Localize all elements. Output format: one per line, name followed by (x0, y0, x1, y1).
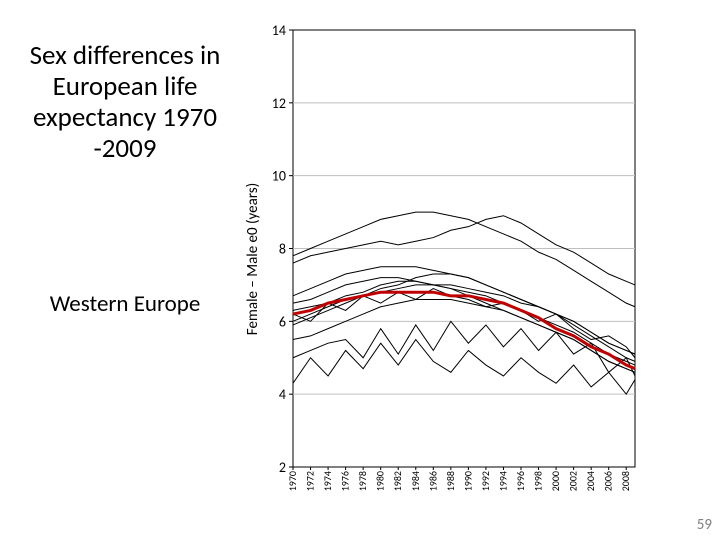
slide: Sex differences in European life expecta… (0, 0, 720, 540)
svg-text:14: 14 (272, 25, 286, 39)
svg-text:2004: 2004 (584, 471, 597, 491)
svg-text:1974: 1974 (321, 471, 334, 491)
svg-text:2008: 2008 (619, 471, 632, 491)
svg-text:1976: 1976 (339, 471, 352, 491)
svg-text:1978: 1978 (356, 471, 369, 491)
svg-text:1990: 1990 (461, 471, 474, 491)
svg-text:4: 4 (279, 386, 286, 403)
chart-svg: 2 4 6 8 10 12 14 1970 1972 1974 1976 1978 1980 1982 19… (265, 25, 640, 505)
svg-text:1986: 1986 (426, 471, 439, 491)
svg-text:2002: 2002 (567, 471, 580, 491)
slide-subtitle: Western Europe (10, 290, 240, 318)
svg-text:6: 6 (279, 313, 286, 330)
svg-text:1998: 1998 (532, 471, 545, 491)
svg-text:2: 2 (279, 459, 286, 476)
slide-title: Sex differences in European life expecta… (10, 40, 240, 164)
svg-text:1988: 1988 (444, 471, 457, 491)
page-number: 59 (697, 516, 712, 534)
svg-text:2000: 2000 (549, 471, 562, 491)
svg-text:1984: 1984 (409, 471, 422, 491)
svg-text:1972: 1972 (304, 471, 317, 491)
y-axis-label: Female – Male e0 (years) (244, 179, 262, 339)
y-axis-label-wrap: Female – Male e0 (years) (243, 170, 263, 350)
line-chart: 2 4 6 8 10 12 14 1970 1972 1974 1976 1978 1980 1982 19… (265, 25, 640, 505)
svg-text:1970: 1970 (286, 471, 299, 491)
svg-text:10: 10 (272, 168, 286, 185)
svg-text:8: 8 (279, 241, 286, 258)
svg-text:1996: 1996 (514, 471, 527, 491)
svg-text:1994: 1994 (496, 471, 509, 491)
svg-text:2006: 2006 (602, 471, 615, 491)
svg-text:1992: 1992 (479, 471, 492, 491)
svg-text:1982: 1982 (391, 471, 404, 491)
svg-text:1980: 1980 (374, 471, 387, 491)
svg-text:12: 12 (272, 95, 286, 112)
